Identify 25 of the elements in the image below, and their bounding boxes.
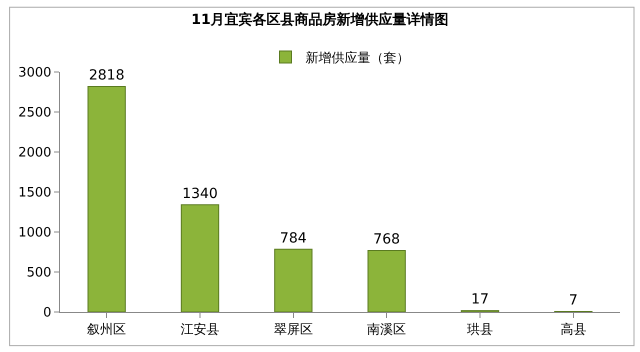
data-label: 768 (373, 232, 400, 248)
y-tick-label: 3000 (18, 66, 52, 81)
x-tick-label: 珙县 (467, 322, 493, 338)
x-tick-label: 江安县 (180, 322, 220, 338)
y-tick-label: 0 (43, 306, 52, 321)
data-label: 784 (280, 230, 307, 246)
data-label: 2818 (88, 68, 124, 84)
x-tick-label: 高县 (560, 322, 586, 338)
x-tick-label: 叙州区 (87, 322, 126, 338)
bar (368, 250, 406, 312)
data-label: 17 (471, 292, 489, 308)
legend-label: 新增供应量（套） (306, 50, 410, 66)
x-tick-label: 翠屏区 (274, 322, 313, 338)
y-tick-label: 1000 (18, 226, 52, 241)
y-tick-label: 1500 (18, 186, 52, 201)
data-label: 7 (568, 292, 578, 308)
data-label: 1340 (182, 186, 218, 202)
chart-title: 11月宜宾各区县商品房新增供应量详情图 (191, 10, 449, 28)
bar (88, 86, 126, 312)
y-tick-label: 2500 (18, 106, 52, 121)
y-tick-label: 500 (26, 266, 52, 281)
bar (180, 204, 220, 312)
bar (274, 248, 312, 312)
x-tick-label: 南溪区 (367, 322, 406, 338)
y-tick-label: 2000 (18, 146, 52, 161)
